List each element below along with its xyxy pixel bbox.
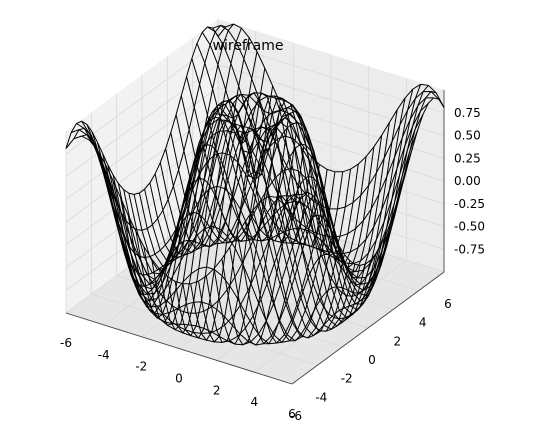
tick-labels: -6-4-20246-6-4-20246-0.75-0.50-0.250.000… [60,106,485,423]
wire-line-x [104,51,258,295]
wire-line-y [138,103,366,324]
wire-line-y [102,153,330,343]
z-gridline [65,86,445,200]
z-tick-label: -0.25 [454,197,485,211]
wire-line-x [260,88,414,339]
wire-line-y [165,95,393,302]
wire-line-x [174,95,328,337]
wire-line-x [229,135,383,346]
z-tick-label: 0.75 [454,106,481,120]
y-tick-label: 6 [444,297,452,311]
y-tick-label: -4 [315,390,327,404]
y-tick-label: -2 [341,372,353,386]
y-tick-label: 2 [393,334,401,348]
y-tick-label: 0 [368,353,376,367]
y-tick-label: -6 [290,409,302,423]
wire-line-x [205,110,359,344]
wire-line-x [190,100,344,342]
y-gridline [90,112,318,366]
wire-line-y [217,23,445,173]
z-tick-label: -0.75 [454,242,485,256]
wire-line-x [283,90,437,297]
z-tick-label: 0.50 [454,129,481,143]
axes [65,90,445,385]
z-tick-label: 0.00 [454,174,481,188]
x-axis-line [65,312,293,385]
wire-line-x [159,92,312,331]
x-tick-label: 4 [250,395,258,409]
wire-line-y [65,135,293,285]
y-axis-line [291,271,445,385]
wire-line-x [213,122,367,345]
wire-line-x [96,37,250,287]
chart-title: wireframe [213,38,284,54]
x-tick-label: 0 [175,372,183,386]
z-gridline [65,41,445,155]
wire-line-y [159,92,387,305]
wire-line-x [268,84,422,332]
x-tick-label: -2 [135,360,147,374]
wire-line-x [143,100,297,323]
wire-line-x [166,92,320,334]
wire-line-x [221,143,375,346]
wire-line-x [65,26,219,195]
z-tick-label: 0.25 [454,151,481,165]
z-tick-label: -0.50 [454,220,485,234]
wire-line-y [112,152,340,339]
wireframe-surface [65,23,445,346]
wire-line-x [276,84,429,320]
wire-line-x [236,122,390,345]
x-tick-label: 2 [213,383,221,397]
wire-line-x [182,97,336,339]
wire-line-y [207,26,434,238]
x-tick-label: 6 [288,407,296,421]
wire-line-x [291,97,445,266]
x-tick-label: -6 [60,336,72,350]
wire-line-x [151,93,305,326]
x-tick-label: -4 [98,348,110,362]
y-tick-label: 4 [419,316,427,330]
wire-line-x [252,98,406,342]
